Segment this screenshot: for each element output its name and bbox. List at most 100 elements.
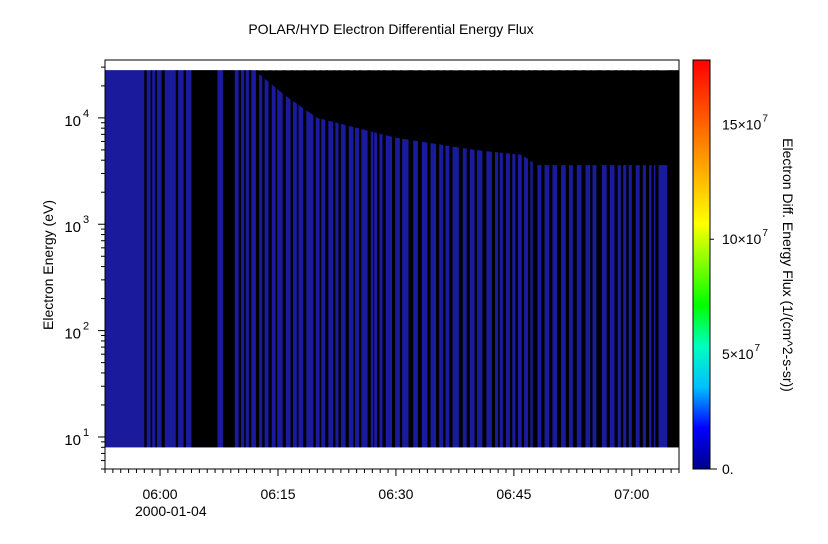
data-gap-band [333, 70, 336, 448]
data-gap-band [565, 70, 569, 448]
data-gap-band [338, 70, 341, 448]
chart-title: POLAR/HYD Electron Differential Energy F… [248, 21, 533, 37]
data-gap-band [191, 70, 218, 448]
colorbar-tick-label: 10×10 [722, 231, 762, 247]
data-gap-band [620, 70, 624, 448]
y-tick-exponent: 3 [83, 214, 89, 226]
data-gap-band [150, 70, 153, 448]
data-gap-band [614, 70, 618, 448]
colorbar-label: Electron Diff. Energy Flux (1/(cm^2-s-sr… [780, 138, 796, 392]
data-gap-band [161, 70, 165, 448]
data-gap-band [639, 70, 643, 448]
data-gap-band [521, 70, 525, 448]
data-gap-band [466, 70, 470, 448]
x-axis-date-label: 2000-01-04 [135, 503, 207, 519]
x-axis: 06:00 06:15 06:30 06:45 07:00 [104, 469, 680, 502]
data-gap-band [222, 70, 235, 448]
data-gap-band [549, 70, 553, 448]
data-gap-band [367, 70, 371, 448]
data-gap-band [498, 70, 500, 448]
y-tick-exponent: 4 [83, 108, 89, 120]
data-gap-band [175, 70, 179, 448]
y-tick-label: 10 [64, 326, 81, 343]
data-gap-band [667, 70, 679, 448]
data-gap-band [590, 70, 593, 448]
data-gap-band [458, 70, 463, 448]
colorbar-tick-exponent: 7 [762, 228, 768, 239]
data-gap-band [358, 70, 362, 448]
data-gap-band [238, 70, 242, 448]
plot-area [104, 59, 680, 470]
data-gap-band [303, 70, 307, 448]
data-gap-band [436, 70, 440, 448]
data-gap-band [255, 70, 260, 448]
data-gap-band [353, 70, 356, 448]
data-gap-band [183, 70, 186, 448]
data-gap-band [491, 70, 496, 448]
data-gap-band [382, 70, 386, 448]
data-gap-band [155, 70, 157, 448]
data-gap-band [373, 70, 375, 448]
colorbar-tick-label: 0. [722, 461, 734, 477]
data-gap-band [268, 70, 272, 448]
colorbar: 0.5×10 710×10 715×10 7 [692, 59, 768, 477]
data-gap-band [427, 70, 431, 448]
x-tick-label: 07:00 [614, 486, 649, 502]
data-gap-band [325, 70, 329, 448]
data-gap-band [528, 70, 531, 448]
data-gap-band [262, 70, 265, 448]
data-gap-band [417, 70, 422, 448]
data-gap-band [377, 70, 380, 448]
data-gap-band [345, 70, 349, 448]
y-tick-label: 10 [64, 219, 81, 236]
x-tick-label: 06:15 [260, 486, 295, 502]
data-gap-band [408, 70, 414, 448]
data-gap-band [606, 70, 610, 448]
data-gap-band [275, 70, 278, 448]
colorbar-tick-exponent: 7 [755, 343, 761, 354]
data-gap-band [655, 70, 659, 448]
y-tick-exponent: 2 [83, 321, 89, 333]
data-gap-band [572, 70, 577, 448]
plot-frame [104, 59, 680, 470]
y-tick-exponent: 1 [83, 427, 89, 439]
data-gap-band [532, 70, 538, 448]
data-gap-band [596, 70, 602, 448]
data-gap-band [248, 70, 252, 448]
data-gap-band [474, 70, 477, 448]
data-gap-band [645, 70, 650, 448]
colorbar-tick-label: 15×10 [722, 116, 762, 132]
colorbar-tick-exponent: 7 [762, 113, 768, 124]
data-gap-band [392, 70, 396, 448]
data-gap-band [443, 70, 446, 448]
data-gap-band [313, 70, 316, 448]
data-gap-band [244, 70, 246, 448]
x-tick-label: 06:45 [496, 486, 531, 502]
y-tick-label: 10 [64, 432, 81, 449]
colorbar-gradient [692, 59, 711, 470]
data-gap-band [399, 70, 403, 448]
data-gap-band [557, 70, 562, 448]
data-gap-band [319, 70, 322, 448]
x-tick-label: 06:30 [378, 486, 413, 502]
y-axis-label: Electron Energy (eV) [40, 200, 56, 330]
data-gap-band [509, 70, 513, 448]
data-gap-band [626, 70, 629, 448]
data-gap-band [541, 70, 545, 448]
colorbar-tick-label: 5×10 [722, 346, 754, 362]
data-gap-band [282, 70, 286, 448]
data-gap-band [631, 70, 636, 448]
data-gap-band [290, 70, 293, 448]
data-gap-band [296, 70, 299, 448]
data-gap-band [515, 70, 518, 448]
data-gap-band [581, 70, 586, 448]
data-gap-band [449, 70, 453, 448]
x-tick-label: 06:00 [143, 486, 178, 502]
data-gap-band [502, 70, 507, 448]
data-gap-band [651, 70, 654, 448]
data-gap-band [482, 70, 487, 448]
data-gap-band [144, 70, 147, 448]
y-tick-label: 10 [64, 113, 81, 130]
